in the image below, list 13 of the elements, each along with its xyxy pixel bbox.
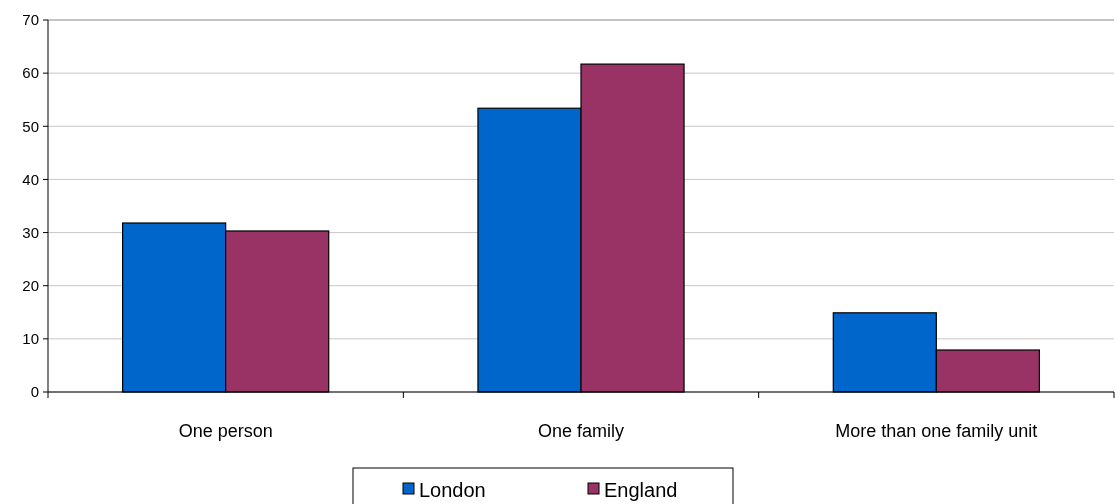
y-tick-label: 60 [22,64,39,82]
y-tick-label: 20 [22,276,39,294]
x-tick-label: More than one family unit [835,421,1038,441]
legend-label: England [604,479,678,501]
x-tick-label: One person [178,421,273,441]
legend-label: London [419,479,486,501]
y-tick-label: 50 [22,117,39,135]
y-tick-label: 70 [22,11,39,29]
y-tick-label: 30 [22,223,39,241]
x-tick-label: One family [537,421,625,441]
y-tick-label: 0 [30,383,39,401]
y-tick-label: 10 [22,330,39,348]
y-tick-label: 40 [22,170,39,188]
